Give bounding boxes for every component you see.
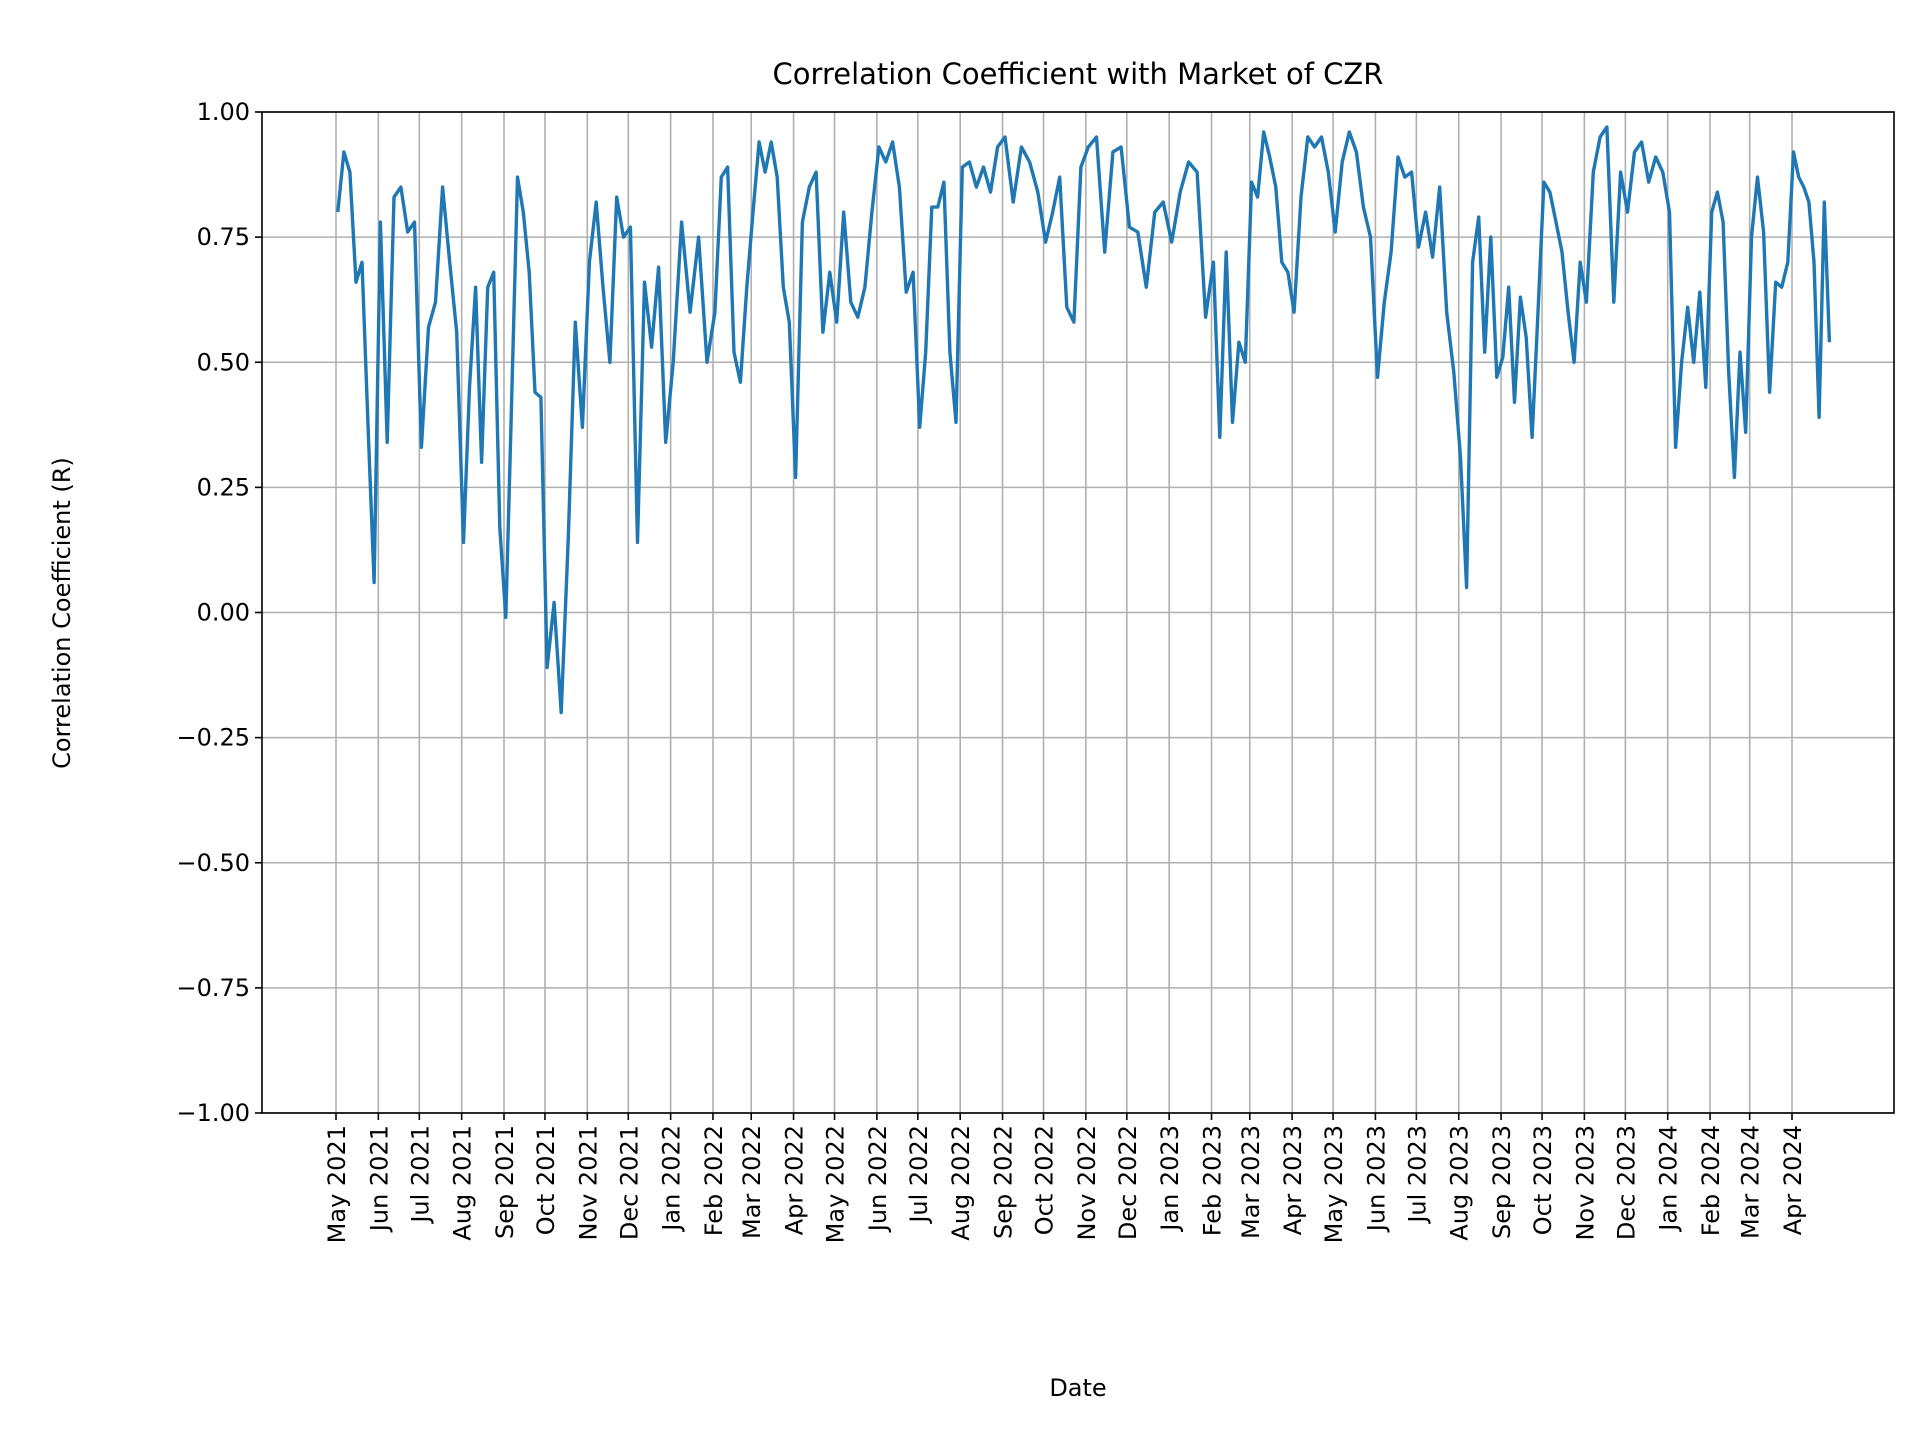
x-tick-label: Dec 2021 xyxy=(615,1125,643,1240)
x-tick-label: Feb 2022 xyxy=(700,1125,728,1236)
x-tick-label: Sep 2021 xyxy=(491,1125,519,1239)
x-tick-label: Nov 2022 xyxy=(1073,1125,1101,1241)
x-tick-label: Feb 2024 xyxy=(1697,1125,1725,1236)
x-tick-label: Nov 2023 xyxy=(1571,1125,1599,1241)
y-tick-label: −0.75 xyxy=(176,974,250,1002)
x-tick-label: Jan 2024 xyxy=(1655,1125,1683,1233)
x-tick-label: Jul 2022 xyxy=(905,1125,933,1225)
y-tick-label: −0.50 xyxy=(176,849,250,877)
y-tick-label: 0.00 xyxy=(197,599,250,627)
series-line xyxy=(336,125,1832,715)
y-tick-label: 1.00 xyxy=(197,98,250,126)
x-tick-label: Jul 2021 xyxy=(406,1125,434,1225)
x-tick-label: Aug 2021 xyxy=(449,1125,477,1241)
x-axis: May 2021 Jun 2021 Jul 2021 Aug 2021 Sep 2021… xyxy=(323,1113,1807,1243)
x-tick-label: Jun 2022 xyxy=(864,1125,892,1233)
x-tick-label: Apr 2024 xyxy=(1779,1125,1807,1235)
y-tick-label: 0.25 xyxy=(197,473,250,501)
x-tick-label: May 2021 xyxy=(323,1125,351,1243)
y-tick-label: 0.75 xyxy=(197,223,250,251)
chart-title: Correlation Coefficient with Market of C… xyxy=(773,57,1384,91)
y-tick-label: 0.50 xyxy=(197,348,250,376)
x-tick-label: Jun 2023 xyxy=(1362,1125,1390,1233)
x-tick-label: Mar 2022 xyxy=(738,1125,766,1239)
x-tick-label: Jun 2021 xyxy=(365,1125,393,1233)
x-tick-label: Oct 2022 xyxy=(1031,1125,1059,1235)
x-tick-label: Jul 2023 xyxy=(1403,1125,1431,1225)
x-tick-label: Apr 2023 xyxy=(1279,1125,1307,1235)
x-tick-label: Jan 2023 xyxy=(1156,1125,1184,1233)
x-tick-label: Feb 2023 xyxy=(1199,1125,1227,1236)
x-tick-label: Oct 2021 xyxy=(532,1125,560,1235)
y-axis: 1.00 0.75 0.50 0.25 0.00 −0.25 −0.50 −0.75 −1.00 xyxy=(176,98,262,1127)
x-tick-label: Aug 2023 xyxy=(1446,1125,1474,1241)
y-tick-label: −1.00 xyxy=(176,1099,250,1127)
x-tick-label: May 2022 xyxy=(822,1125,850,1243)
x-tick-label: Jan 2022 xyxy=(658,1125,686,1233)
x-tick-label: Aug 2022 xyxy=(947,1125,975,1241)
x-tick-label: Nov 2021 xyxy=(574,1125,602,1241)
x-tick-label: Apr 2022 xyxy=(781,1125,809,1235)
x-tick-label: Dec 2022 xyxy=(1114,1125,1142,1240)
x-tick-label: Sep 2022 xyxy=(990,1125,1018,1239)
x-tick-label: Oct 2023 xyxy=(1529,1125,1557,1235)
x-tick-label: May 2023 xyxy=(1320,1125,1348,1243)
y-tick-label: −0.25 xyxy=(176,724,250,752)
x-tick-label: Mar 2024 xyxy=(1737,1125,1765,1239)
x-tick-label: Dec 2023 xyxy=(1612,1125,1640,1240)
y-axis-label: Correlation Coefficient (R) xyxy=(48,457,76,769)
x-tick-label: Sep 2023 xyxy=(1488,1125,1516,1239)
x-axis-label: Date xyxy=(1049,1374,1106,1402)
x-tick-label: Mar 2023 xyxy=(1237,1125,1265,1239)
